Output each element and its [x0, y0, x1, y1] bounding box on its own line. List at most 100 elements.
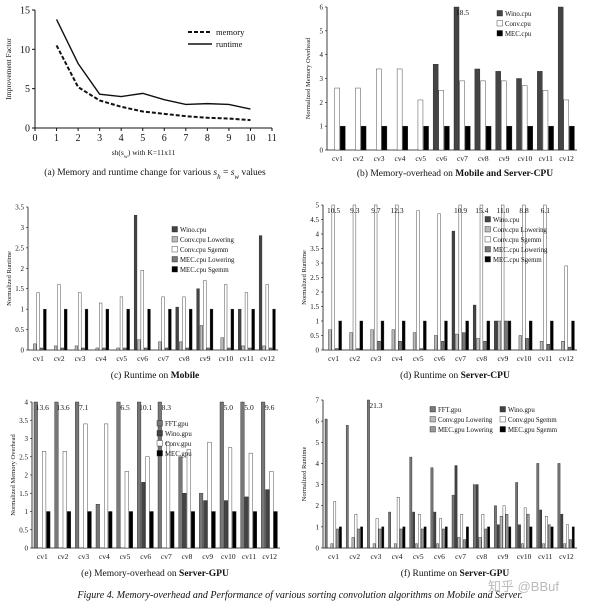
clipped-value-label: 9.3 — [350, 206, 360, 215]
bar-f-mec-gpu-lowering-cv8 — [484, 528, 488, 549]
bar-e-wino-gpu-cv8 — [182, 493, 187, 549]
bar-e-conv-gpu-cv11 — [248, 452, 253, 549]
bar-f-mec-gpu-sgemm-cv10 — [529, 526, 533, 549]
legend-swatch — [499, 406, 506, 413]
legend-label: MEC.cpu Lowering — [180, 257, 235, 264]
bar-f-mec-gpu-sgemm-cv7 — [466, 526, 469, 549]
bar-e-mec-gpu-cv12 — [273, 511, 278, 549]
watermark-text: 知乎 @BBuf — [488, 579, 559, 594]
y-tick-label: 3 — [25, 435, 29, 443]
bar-f-mec-gpu-lowering-cv10 — [526, 513, 530, 549]
caption-platform: Server-GPU — [179, 569, 229, 579]
x-tick-label: 7 — [183, 133, 188, 144]
clipped-value-label: 5.0 — [244, 403, 254, 412]
bar-c-mec-cpu-sgemm-cv1 — [43, 308, 47, 351]
x-tick-label: cv10 — [517, 552, 532, 561]
bar-f-conv-gpu-lowering-cv9 — [499, 516, 503, 549]
bar-c-mec-cpu-lowering-cv4 — [102, 347, 106, 351]
bar-e-mec-gpu-cv1 — [46, 511, 51, 549]
bar-c-mec-cpu-lowering-cv1 — [39, 347, 44, 351]
chart-caption-e: (e) Memory-overhead on Server-GPU — [81, 568, 229, 579]
bar-e-conv-gpu-cv12 — [269, 471, 274, 549]
bar-b-conv-cpu-cv8 — [480, 80, 486, 151]
bar-f-mec-gpu-sgemm-cv1 — [339, 526, 342, 549]
bar-d-mec-cpu-lowering-cv6 — [440, 341, 445, 351]
legend-swatch — [499, 426, 506, 433]
bar-e-mec-gpu-cv7 — [170, 511, 175, 549]
series-line-runtime — [55, 19, 251, 110]
legend-swatch — [484, 256, 491, 263]
bar-b-wino-cpu-cv8 — [474, 68, 481, 151]
x-tick-label: cv4 — [392, 354, 403, 363]
bar-f-fft-gpu-cv3 — [367, 399, 370, 549]
bar-e-fft-gpu-cv8 — [178, 456, 183, 549]
bar-d-wino-cpu-cv9 — [494, 320, 498, 351]
bar-b-mec-cpu-cv9 — [506, 125, 513, 151]
bar-e-conv-gpu-cv8 — [186, 449, 191, 549]
clipped-value-label: 8.3 — [162, 403, 172, 412]
x-tick-label: cv3 — [370, 354, 381, 363]
x-tick-label: cv3 — [78, 552, 89, 561]
bar-e-mec-gpu-cv11 — [252, 511, 257, 549]
legend-label: MEC.gpu Lowering — [438, 427, 493, 434]
y-tick-label: 4 — [316, 460, 320, 468]
bar-c-wino-cpu-cv11 — [238, 308, 242, 351]
bar-c-conv-cpu-lowering-cv11 — [241, 345, 245, 351]
x-tick-label: 2 — [76, 133, 81, 144]
chart-caption-b: (b) Memory-overhead on Mobile and Server… — [357, 168, 553, 179]
bar-b-conv-cpu-cv12 — [563, 99, 569, 151]
bar-e-fft-gpu-cv2 — [54, 401, 59, 549]
bar-b-wino-cpu-cv7 — [453, 6, 460, 151]
x-tick-label: cv9 — [497, 354, 508, 363]
caption-platform: Mobile — [171, 371, 200, 381]
bar-b-wino-cpu-cv12 — [557, 6, 564, 151]
legend-swatch — [484, 226, 491, 233]
bar-d-wino-cpu-cv7 — [451, 230, 456, 351]
x-tick-label: cv7 — [455, 552, 466, 561]
bar-f-conv-gpu-lowering-cv4 — [394, 543, 397, 549]
x-tick-label: cv9 — [499, 154, 510, 163]
x-tick-label: cv4 — [394, 154, 405, 163]
y-tick-label: 3.5 — [15, 204, 24, 212]
x-tick-label: cv5 — [116, 354, 127, 363]
x-tick-label: cv12 — [559, 552, 574, 561]
y-tick-label: 0 — [316, 347, 320, 355]
bar-e-conv-gpu-cv4 — [104, 423, 109, 549]
y-tick-label: 0 — [316, 545, 320, 553]
y-tick-label: 4.5 — [310, 216, 319, 224]
bar-c-conv-cpu-lowering-cv3 — [74, 345, 78, 351]
bar-e-conv-gpu-cv10 — [228, 447, 233, 549]
clipped-value-label: 18.5 — [456, 8, 469, 17]
y-tick-label: 1.5 — [310, 303, 319, 311]
bar-c-mec-cpu-sgemm-cv7 — [168, 308, 172, 351]
bar-d-mec-cpu-sgemm-cv2 — [359, 320, 363, 351]
bar-b-conv-cpu-cv2 — [355, 87, 361, 151]
y-tick-label: 4 — [316, 231, 320, 239]
bar-f-mec-gpu-sgemm-cv5 — [423, 526, 427, 549]
bar-c-mec-cpu-sgemm-cv12 — [272, 308, 276, 351]
y-tick-label: 2 — [320, 99, 324, 107]
caption-prefix: (c) Runtime on — [111, 370, 171, 381]
x-tick-label: 0 — [33, 133, 38, 144]
x-tick-label: cv12 — [260, 354, 275, 363]
bar-b-mec-cpu-cv7 — [465, 125, 471, 151]
caption-prefix: (e) Memory-overhead on — [81, 568, 179, 579]
bar-d-conv-cpu-lowering-cv9 — [497, 320, 501, 351]
bar-b-conv-cpu-cv7 — [459, 80, 465, 151]
bar-f-conv-gpu-lowering-cv5 — [415, 543, 418, 549]
bar-e-mec-gpu-cv10 — [232, 511, 237, 549]
legend-label: MEC.gpu — [165, 451, 192, 458]
bar-f-mec-gpu-lowering-cv2 — [357, 528, 361, 549]
bar-e-fft-gpu-cv12 — [261, 401, 266, 549]
y-tick-label: 5 — [316, 439, 320, 447]
x-tick-label: cv5 — [413, 552, 424, 561]
x-tick-label: cv11 — [240, 354, 255, 363]
y-tick-label: 0 — [21, 347, 25, 355]
x-tick-label: cv8 — [478, 154, 489, 163]
x-tick-label: cv2 — [349, 552, 360, 561]
y-tick-label: 4 — [320, 51, 324, 59]
legend-label: MEC.cpu Sgemm — [180, 267, 229, 274]
y-tick-label: 2.5 — [19, 453, 28, 461]
legend-label: Wino.cpu — [493, 217, 520, 224]
legend-label: Conv.cpu Sgemm — [180, 247, 229, 254]
